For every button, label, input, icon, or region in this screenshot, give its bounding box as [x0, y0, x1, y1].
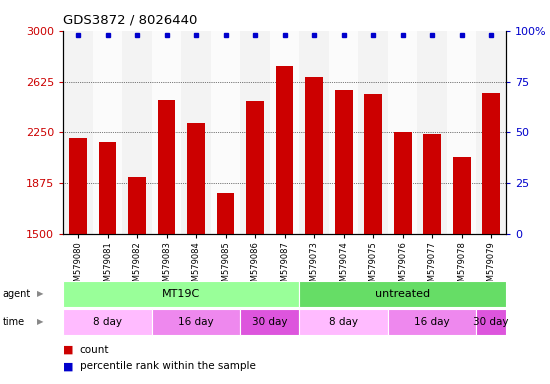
Bar — [98, 142, 117, 234]
Bar — [182, 31, 211, 234]
Bar — [417, 31, 447, 234]
Bar — [335, 90, 353, 234]
Bar — [476, 310, 506, 334]
Bar — [299, 310, 388, 334]
Bar — [63, 310, 152, 334]
Bar — [270, 31, 299, 234]
Bar — [128, 177, 146, 234]
Bar — [388, 31, 417, 234]
Bar — [299, 281, 506, 306]
Bar — [152, 310, 240, 334]
Bar — [152, 31, 182, 234]
Bar — [364, 94, 382, 234]
Text: MT19C: MT19C — [162, 289, 200, 299]
Text: 8 day: 8 day — [329, 317, 358, 327]
Text: 16 day: 16 day — [414, 317, 450, 327]
Bar — [246, 101, 264, 234]
Bar — [69, 138, 87, 234]
Text: percentile rank within the sample: percentile rank within the sample — [80, 361, 256, 371]
Bar — [305, 77, 323, 234]
Bar — [476, 31, 506, 234]
Text: count: count — [80, 345, 109, 355]
Bar — [187, 123, 205, 234]
Bar — [394, 132, 411, 234]
Bar — [63, 31, 93, 234]
Bar — [453, 157, 471, 234]
Text: 30 day: 30 day — [252, 317, 288, 327]
Bar — [388, 310, 476, 334]
Text: ▶: ▶ — [37, 290, 44, 298]
Text: 16 day: 16 day — [178, 317, 214, 327]
Text: agent: agent — [3, 289, 31, 299]
Bar — [276, 66, 294, 234]
Text: ▶: ▶ — [37, 318, 44, 326]
Text: ■: ■ — [63, 345, 74, 355]
Bar — [447, 31, 476, 234]
Bar — [299, 31, 329, 234]
Bar — [359, 31, 388, 234]
Bar — [63, 281, 299, 306]
Bar — [217, 193, 234, 234]
Text: 8 day: 8 day — [93, 317, 122, 327]
Bar — [122, 31, 152, 234]
Text: GDS3872 / 8026440: GDS3872 / 8026440 — [63, 14, 197, 27]
Bar — [93, 31, 122, 234]
Text: 30 day: 30 day — [474, 317, 509, 327]
Bar — [482, 93, 500, 234]
Text: untreated: untreated — [375, 289, 430, 299]
Bar — [240, 31, 270, 234]
Text: time: time — [3, 317, 25, 327]
Bar — [240, 310, 299, 334]
Bar — [329, 31, 359, 234]
Bar — [424, 134, 441, 234]
Bar — [158, 100, 175, 234]
Bar — [211, 31, 240, 234]
Text: ■: ■ — [63, 361, 74, 371]
